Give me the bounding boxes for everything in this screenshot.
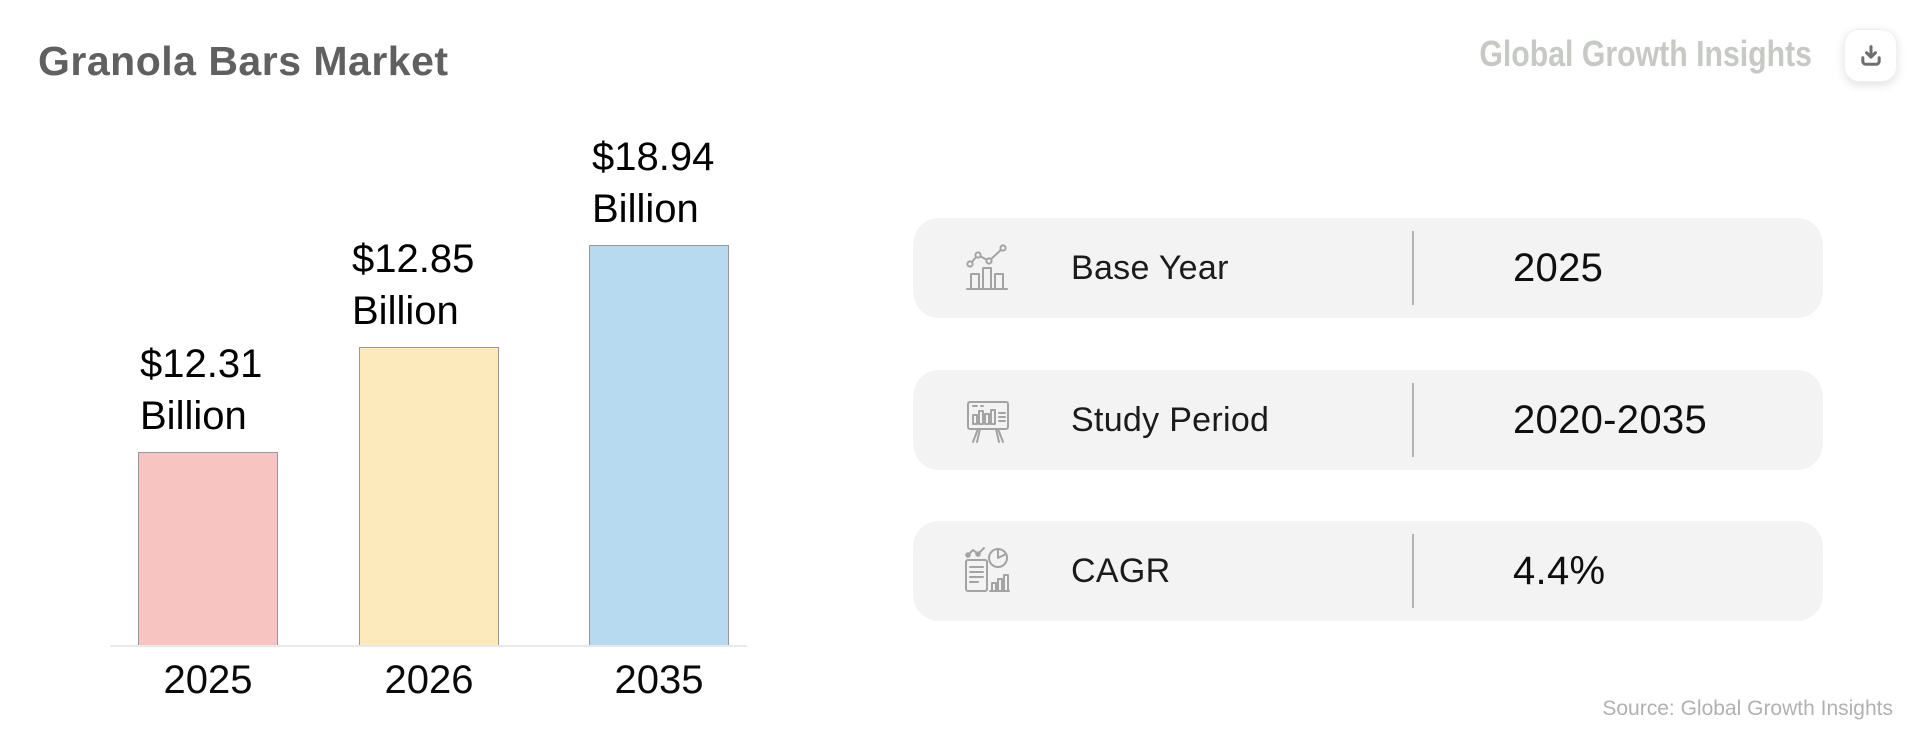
card-label: CAGR [1071, 551, 1171, 590]
card-value: 4.4% [1513, 548, 1606, 593]
info-card-study-period: Study Period 2020-2035 [913, 370, 1823, 470]
bar-value-label: $12.85 Billion [352, 237, 475, 333]
bar-value-label: $12.31 Billion [140, 342, 263, 438]
info-card-base-year: Base Year 2025 [913, 218, 1823, 318]
page-title: Granola Bars Market [38, 38, 449, 84]
x-axis-label: 2026 [384, 658, 474, 702]
x-axis-label: 2025 [163, 658, 253, 702]
download-button[interactable] [1844, 29, 1897, 82]
card-value: 2020-2035 [1513, 397, 1707, 442]
download-icon [1857, 42, 1885, 70]
x-axis-label: 2035 [614, 658, 704, 702]
card-label: Study Period [1071, 400, 1270, 439]
card-divider [1412, 383, 1414, 457]
card-label: Base Year [1071, 248, 1229, 287]
presentation-chart-icon [961, 393, 1015, 447]
bar-value-label: $18.94 Billion [592, 135, 715, 231]
card-divider [1412, 231, 1414, 305]
source-attribution: Source: Global Growth Insights [1602, 697, 1893, 720]
card-value: 2025 [1513, 245, 1604, 290]
bar-2025 [138, 452, 278, 646]
x-axis-baseline [110, 645, 747, 647]
card-divider [1412, 534, 1414, 608]
bar-chart-trend-icon [961, 241, 1015, 295]
report-analytics-icon [961, 544, 1015, 598]
bar-2035 [589, 245, 729, 646]
info-card-cagr: CAGR 4.4% [913, 521, 1823, 621]
brand-logo: Global Growth Insights [1479, 33, 1812, 74]
bar-2026 [359, 347, 499, 646]
